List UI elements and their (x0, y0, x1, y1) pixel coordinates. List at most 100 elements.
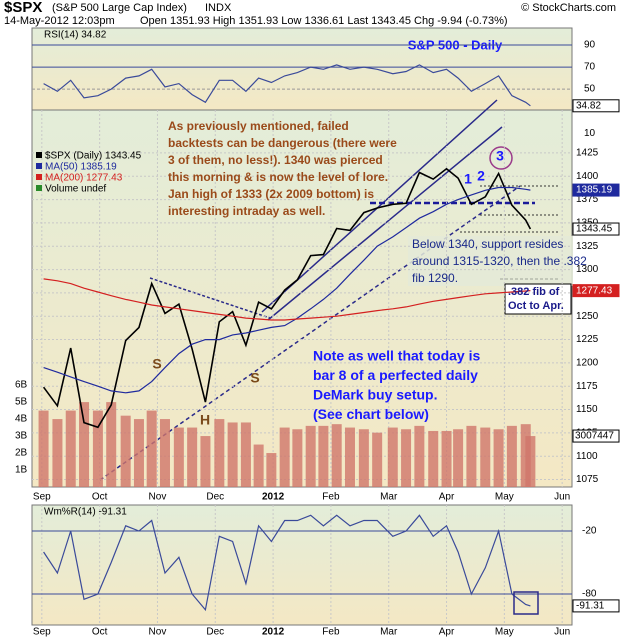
williams-tick-label: -20 (582, 526, 597, 537)
volume-bar (240, 422, 251, 487)
index-name: (S&P 500 Large Cap Index) (52, 2, 187, 14)
volume-bar (372, 432, 383, 487)
williams-panel (31, 504, 573, 626)
volume-bar (253, 444, 264, 487)
wave-label: 2 (477, 168, 485, 184)
y-tick-label: 1175 (576, 381, 598, 392)
y-tick-label: 1300 (576, 264, 599, 275)
volume-bar (318, 425, 329, 487)
x-tick-label: Dec (206, 627, 224, 638)
x-tick-label: Feb (322, 627, 340, 638)
x-tick-label: Oct (92, 627, 108, 638)
volume-bar (52, 419, 63, 487)
volume-bar (133, 419, 144, 487)
volume-bar (480, 427, 491, 487)
volume-bar (331, 424, 342, 487)
exchange: INDX (205, 2, 232, 14)
volume-tick-label: 6B (15, 380, 28, 391)
credit: © StockCharts.com (521, 2, 616, 14)
rsi-panel (31, 27, 573, 111)
wave-label: 3 (496, 148, 504, 164)
last-value-box (572, 429, 620, 443)
volume-bar (65, 410, 76, 487)
demark-note: Note as well that today is (313, 348, 480, 364)
support-note: fib 1290. (412, 271, 458, 285)
x-tick-label: Nov (149, 627, 167, 638)
last-value-label: 34.82 (576, 100, 601, 111)
last-value-box (572, 183, 620, 197)
series-line (42, 167, 532, 429)
volume-bar (305, 425, 316, 487)
legend-entry: RSI(14) 34.82 (44, 30, 107, 41)
volume-bar (428, 430, 439, 487)
x-tick-label: Sep (33, 492, 51, 503)
demark-note: DeMark buy setup. (313, 387, 437, 403)
legend-entry: $SPX (Daily) 1343.45 (45, 151, 142, 162)
volume-bar (466, 425, 477, 487)
y-tick-label: 1325 (576, 241, 599, 252)
legend-swatch (36, 163, 42, 169)
volume-bar (120, 415, 131, 487)
volume-bar (187, 427, 198, 487)
x-tick-label: Oct (92, 492, 108, 503)
y-tick-label: 1225 (576, 334, 599, 345)
legend-swatch (36, 185, 42, 191)
commentary: Jan high of 1333 (2x 2009 bottom) is (168, 187, 374, 201)
series-line (43, 278, 531, 321)
volume-bar (106, 402, 117, 487)
support-note: Below 1340, support resides (412, 237, 563, 251)
last-value-box (572, 284, 620, 298)
legend-entry: Wm%R(14) -91.31 (44, 507, 127, 518)
volume-tick-label: 5B (15, 397, 28, 408)
volume-bar (387, 427, 398, 487)
support-box (408, 236, 573, 286)
x-tick-label: May (495, 492, 514, 503)
y-tick-label: 1150 (576, 404, 598, 415)
volume-tick-label: 3B (15, 431, 28, 442)
pattern-label: H (200, 412, 210, 428)
y-tick-label: 1425 (576, 148, 599, 159)
demark-note: (See chart below) (313, 406, 429, 422)
quote: Open 1351.93 High 1351.93 Low 1336.61 La… (140, 15, 508, 27)
commentary: backtests can be dangerous (there were (168, 136, 397, 150)
volume-bar (146, 410, 157, 487)
volume-last-label: 3007447 (575, 431, 614, 442)
volume-tick-label: 4B (15, 414, 28, 425)
volume-bar (214, 419, 225, 487)
y-tick-label: 1375 (576, 194, 599, 205)
last-value-box (572, 222, 620, 236)
x-tick-label: Dec (206, 492, 224, 503)
last-value-box (572, 599, 620, 613)
x-tick-label: Jun (554, 627, 570, 638)
x-tick-label: Mar (380, 492, 398, 503)
date: 14-May-2012 12:03pm (4, 15, 115, 27)
y-tick-label: 1250 (576, 311, 599, 322)
volume-bar (38, 410, 49, 487)
legend-entry: MA(200) 1277.43 (45, 173, 123, 184)
volume-bar (159, 419, 170, 487)
rsi-tick-label: 90 (584, 40, 596, 51)
volume-bar (292, 429, 303, 487)
demark-note: bar 8 of a perfected daily (313, 367, 478, 383)
pattern-label: S (250, 370, 259, 386)
fib-note: .382 fib of (508, 286, 560, 298)
x-tick-label: Feb (322, 492, 340, 503)
y-tick-label: 1075 (576, 474, 599, 485)
commentary: interesting intraday as well. (168, 204, 325, 218)
volume-bar (92, 410, 103, 487)
fib-box (504, 283, 572, 315)
symbol: $SPX (4, 0, 42, 16)
x-tick-label: 2012 (262, 492, 285, 503)
series-line (43, 64, 531, 107)
wave-label: 1 (464, 171, 472, 187)
volume-bar (173, 427, 184, 487)
legend-swatch (36, 174, 42, 180)
y-tick-label: 1400 (576, 171, 599, 182)
williams-tick-label: -80 (582, 589, 597, 600)
legend-swatch (36, 152, 42, 158)
volume-bar (344, 427, 355, 487)
y-tick-label: 1100 (576, 451, 598, 462)
x-tick-label: Nov (149, 492, 167, 503)
x-tick-label: Sep (33, 627, 51, 638)
